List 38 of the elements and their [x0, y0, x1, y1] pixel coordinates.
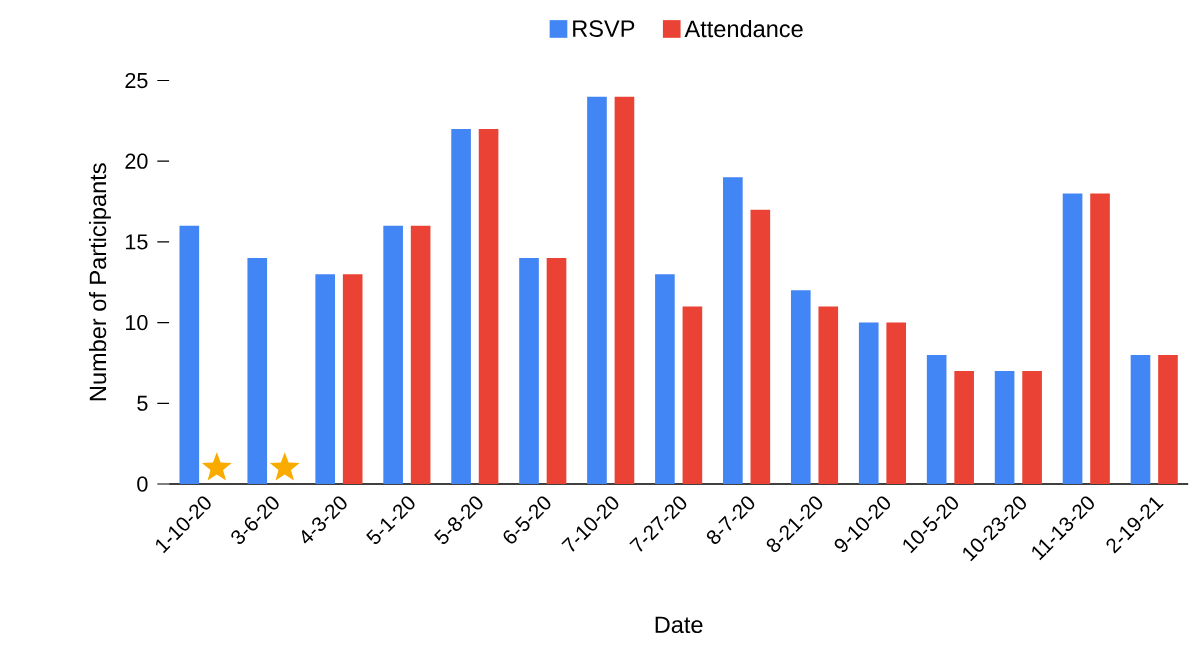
bar	[858, 322, 879, 484]
bar	[750, 209, 771, 484]
bar	[790, 290, 811, 484]
bar	[1062, 193, 1083, 484]
bar	[818, 306, 839, 484]
bar	[723, 177, 743, 484]
bar	[954, 371, 974, 484]
bar	[478, 128, 499, 484]
y-tick-label: 15	[126, 234, 148, 250]
bar	[383, 225, 403, 484]
y-tick-label: 20	[125, 153, 148, 169]
bar	[886, 322, 907, 484]
bar	[247, 258, 268, 484]
y-tick-label: 0	[137, 476, 148, 492]
legend-label: RSVP	[573, 20, 635, 37]
bar	[546, 258, 567, 484]
bar	[655, 274, 675, 484]
bar	[315, 274, 336, 484]
bar	[587, 96, 607, 484]
bar	[451, 128, 471, 484]
legend-label: Attendance	[684, 19, 803, 38]
bar	[926, 354, 947, 484]
bar	[179, 225, 200, 484]
y-tick-label: 25	[125, 72, 148, 89]
bar	[682, 306, 703, 484]
y-axis-title: Number of Participants	[88, 163, 111, 401]
y-tick-label: 5	[137, 395, 148, 411]
bar	[410, 225, 431, 484]
bar	[614, 96, 635, 484]
bar	[994, 371, 1015, 484]
x-axis-title: Date	[655, 616, 703, 634]
bar	[519, 258, 539, 484]
bar	[342, 274, 363, 484]
bar	[1090, 193, 1110, 484]
bar	[1130, 354, 1151, 484]
y-tick-label: 10	[126, 314, 148, 331]
bar	[1158, 354, 1178, 484]
bar	[1022, 371, 1042, 484]
